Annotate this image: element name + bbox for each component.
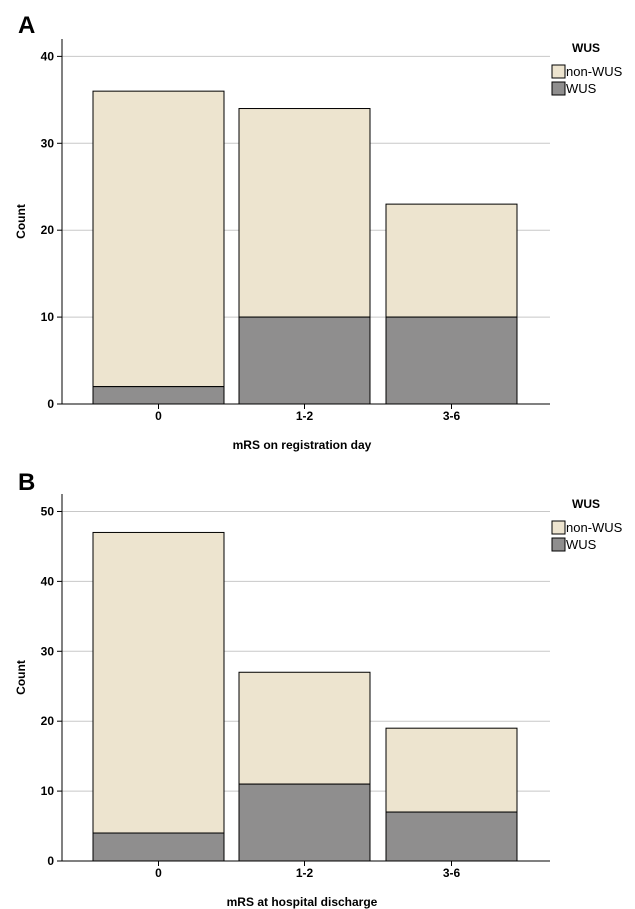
x-tick-label: 1-2 [296,866,314,880]
x-axis-title: mRS at hospital discharge [227,895,378,909]
x-tick-label: 3-6 [443,409,461,423]
legend-swatch-non-wus [551,64,566,79]
bar-non-wus-1-2 [238,108,371,318]
x-tick-label: 0 [155,866,162,880]
chart-panel-b: B 0 1-2 3-6 0 10 20 30 40 50 mRS at hospital disch… [14,469,623,909]
legend-label-wus: WUS [566,537,597,552]
bar-non-wus-0 [92,90,225,388]
bar-wus-0 [92,386,225,405]
x-tick-label: 3-6 [443,866,461,880]
y-tick-label: 0 [47,854,54,868]
bar-non-wus-0 [92,531,225,834]
y-tick-label: 20 [41,223,55,237]
bar-wus-3-6 [385,316,518,405]
y-tick-label: 30 [41,136,55,150]
bar-non-wus-1-2 [238,671,371,785]
bar-wus-1-2 [238,783,371,862]
bar-wus-3-6 [385,811,518,862]
y-tick-label: 30 [41,644,55,658]
y-axis-title: Count [14,660,28,695]
legend-swatch-wus [551,537,566,552]
bar-wus-0 [92,832,225,862]
legend-label-non-wus: non-WUS [566,520,623,535]
x-tick-label: 0 [155,409,162,423]
panel-label: A [18,12,35,39]
bar-non-wus-3-6 [385,727,518,813]
y-tick-label: 40 [41,574,55,588]
legend-swatch-wus [551,81,566,96]
y-tick-label: 50 [41,504,55,518]
legend-title: WUS [572,41,600,55]
y-tick-label: 0 [47,397,54,411]
panel-label: B [18,469,35,496]
bar-wus-1-2 [238,316,371,405]
bar-non-wus-3-6 [385,203,518,318]
x-tick-label: 1-2 [296,409,314,423]
y-tick-label: 20 [41,714,55,728]
legend-label-wus: WUS [566,81,597,96]
legend-label-non-wus: non-WUS [566,64,623,79]
legend-swatch-non-wus [551,520,566,535]
y-axis-title: Count [14,204,28,239]
legend-title: WUS [572,497,600,511]
y-tick-label: 10 [41,310,55,324]
x-axis-title: mRS on registration day [233,438,372,452]
chart-panel-a: A 0 1-2 3-6 0 10 20 30 40 mRS on registration day… [14,12,623,452]
y-tick-label: 10 [41,784,55,798]
y-tick-label: 40 [41,49,55,63]
